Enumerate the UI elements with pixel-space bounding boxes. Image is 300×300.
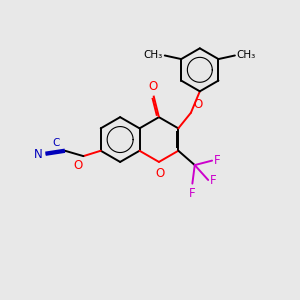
- Text: N: N: [34, 148, 43, 161]
- Text: C: C: [52, 138, 59, 148]
- Text: O: O: [193, 98, 203, 111]
- Text: O: O: [148, 80, 158, 93]
- Text: O: O: [73, 158, 82, 172]
- Text: F: F: [214, 154, 220, 167]
- Text: CH₃: CH₃: [144, 50, 163, 61]
- Text: O: O: [155, 167, 164, 180]
- Text: F: F: [189, 187, 196, 200]
- Text: CH₃: CH₃: [237, 50, 256, 61]
- Text: F: F: [210, 173, 217, 187]
